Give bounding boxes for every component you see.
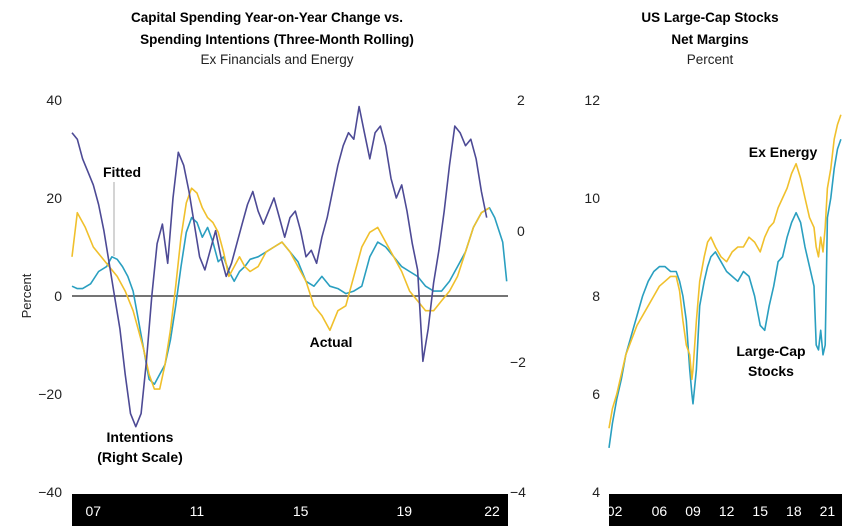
capex-ylabel: Percent: [19, 273, 34, 318]
x-tick-label: 02: [607, 503, 623, 519]
x-tick-label: 09: [685, 503, 701, 519]
capex-x-ticks: 07 11 15 19 22: [85, 503, 500, 519]
largecap-label: Large-Cap: [736, 343, 805, 359]
capex-ytick-right: −2: [510, 354, 526, 370]
margins-ytick: 10: [584, 190, 600, 206]
capex-x-axis-band: [72, 494, 508, 526]
x-tick-label: 11: [190, 503, 205, 519]
exenergy-series-line: [608, 114, 842, 429]
x-tick-label: 21: [820, 503, 836, 519]
intentions-scale-label: (Right Scale): [97, 449, 183, 465]
exenergy-label: Ex Energy: [749, 144, 818, 160]
intentions-label: Intentions: [107, 429, 174, 445]
margins-series: [608, 114, 842, 449]
x-tick-label: 07: [85, 503, 101, 519]
x-tick-label: 22: [484, 503, 500, 519]
margins-ytick: 6: [592, 386, 600, 402]
capex-ytick-right: 0: [517, 223, 525, 239]
margins-subtitle: Percent: [687, 52, 734, 67]
capex-ytick-left: 0: [54, 288, 62, 304]
largecap-stocks-label: Stocks: [748, 363, 794, 379]
fitted-label: Fitted: [103, 164, 141, 180]
x-tick-label: 15: [293, 503, 309, 519]
capex-ytick-right: −4: [510, 484, 526, 500]
margins-title-line1: US Large-Cap Stocks: [641, 10, 778, 25]
margins-ytick: 4: [592, 484, 600, 500]
capex-title-line1: Capital Spending Year-on-Year Change vs.: [131, 10, 403, 25]
margins-x-axis-band: [609, 494, 842, 526]
intentions-series-line: [71, 105, 488, 428]
x-tick-label: 19: [397, 503, 413, 519]
fitted-series-line: [71, 207, 508, 385]
capex-ytick-right: 2: [517, 92, 525, 108]
capex-title-line2: Spending Intentions (Three-Month Rolling…: [140, 32, 414, 47]
capex-ytick-left: −20: [38, 386, 62, 402]
x-tick-label: 18: [786, 503, 802, 519]
actual-label: Actual: [310, 334, 353, 350]
actual-series-line: [71, 187, 490, 390]
margins-chart: US Large-Cap Stocks Net Margins Percent …: [584, 10, 842, 526]
capex-subtitle: Ex Financials and Energy: [200, 52, 353, 67]
netmargin-series-line: [608, 138, 842, 449]
capex-chart: Capital Spending Year-on-Year Change vs.…: [19, 10, 526, 526]
capex-series: [71, 105, 508, 428]
capex-ytick-left: −40: [38, 484, 62, 500]
capex-ytick-left: 40: [46, 92, 62, 108]
margins-ytick: 12: [584, 92, 600, 108]
capex-ytick-left: 20: [46, 190, 62, 206]
x-tick-label: 12: [719, 503, 735, 519]
margins-title-line2: Net Margins: [671, 32, 748, 47]
x-tick-label: 06: [652, 503, 668, 519]
x-tick-label: 15: [752, 503, 768, 519]
margins-x-ticks: 02 06 09 12 15 18 21: [607, 503, 836, 519]
margins-ytick: 8: [592, 288, 600, 304]
